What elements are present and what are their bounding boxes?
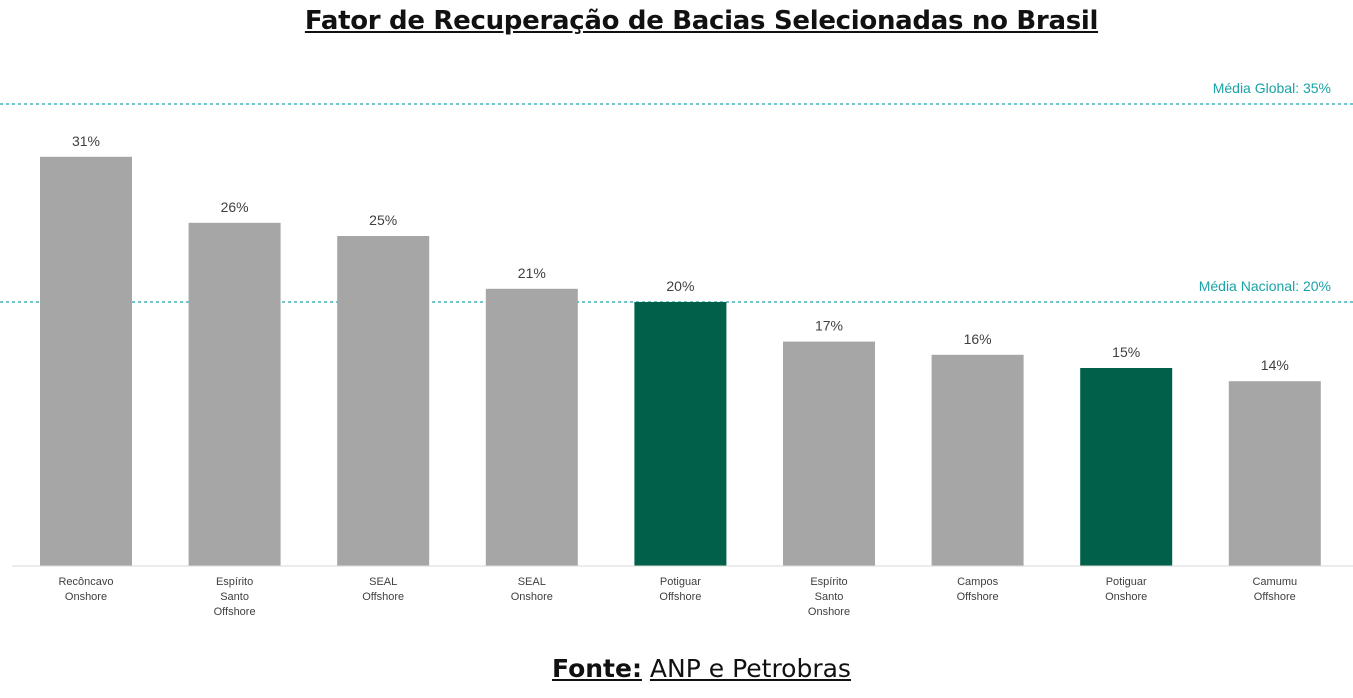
bar-value-label: 31% [72,133,100,149]
bar [337,236,430,566]
category-label-line: SEAL [518,576,546,588]
chart-title: Fator de Recuperação de Bacias Seleciona… [304,6,1099,36]
bar-value-label: 26% [221,199,249,215]
category-label-line: SEAL [369,576,397,588]
category-label-line: Potiguar [660,576,701,588]
category-label: Camumu Offshore [1252,576,1297,603]
category-label: Espírito Santo Onshore [808,576,850,618]
bar-value-label: 17% [815,318,843,334]
source-text: ANP e Petrobras [649,654,851,683]
category-label-line: Offshore [362,591,404,603]
category-label-line: Onshore [65,591,107,603]
category-label-line: Onshore [511,591,553,603]
category-label: Potiguar Onshore [1105,576,1147,603]
category-label: Potiguar Offshore [659,576,701,603]
source-line: Fonte: ANP e Petrobras [0,654,1353,683]
category-label-line: Offshore [1254,591,1296,603]
category-label-line: Camumu [1252,576,1297,588]
bar-value-label: 25% [369,212,397,228]
bar-value-label: 21% [518,265,546,281]
category-label-line: Campos [957,576,998,588]
bar-value-label: 20% [666,278,694,294]
category-label-line: Onshore [1105,591,1147,603]
category-label-line: Onshore [808,606,850,618]
category-label-line: Offshore [957,591,999,603]
bar [485,288,578,566]
bar-value-label: 15% [1112,344,1140,360]
category-label-line: Offshore [659,591,701,603]
category-label-line: Potiguar [1106,576,1147,588]
category-label-line: Santo [815,591,844,603]
category-label: Espírito Santo Offshore [214,576,256,618]
bar-value-label: 16% [964,331,992,347]
category-label: Campos Offshore [957,576,999,603]
source-label: Fonte: [552,654,642,683]
category-label: SEAL Onshore [511,576,553,603]
category-label-line: Offshore [214,606,256,618]
bar [634,302,727,566]
bar [783,341,875,566]
category-label-line: Espírito [810,576,847,588]
bar [188,222,281,567]
bar [931,354,1024,566]
category-label-line: Recôncavo [58,576,113,588]
category-label-line: Santo [220,591,249,603]
bar [1228,381,1321,566]
bar [40,156,132,567]
category-label: SEAL Offshore [362,576,404,603]
reference-line-label: Média Global: 35% [1213,80,1331,96]
category-label-line: Espírito [216,576,253,588]
category-label: Recôncavo Onshore [58,576,113,603]
reference-line-label: Média Nacional: 20% [1199,278,1331,294]
bar [1080,368,1173,566]
bar-value-label: 14% [1261,357,1289,373]
